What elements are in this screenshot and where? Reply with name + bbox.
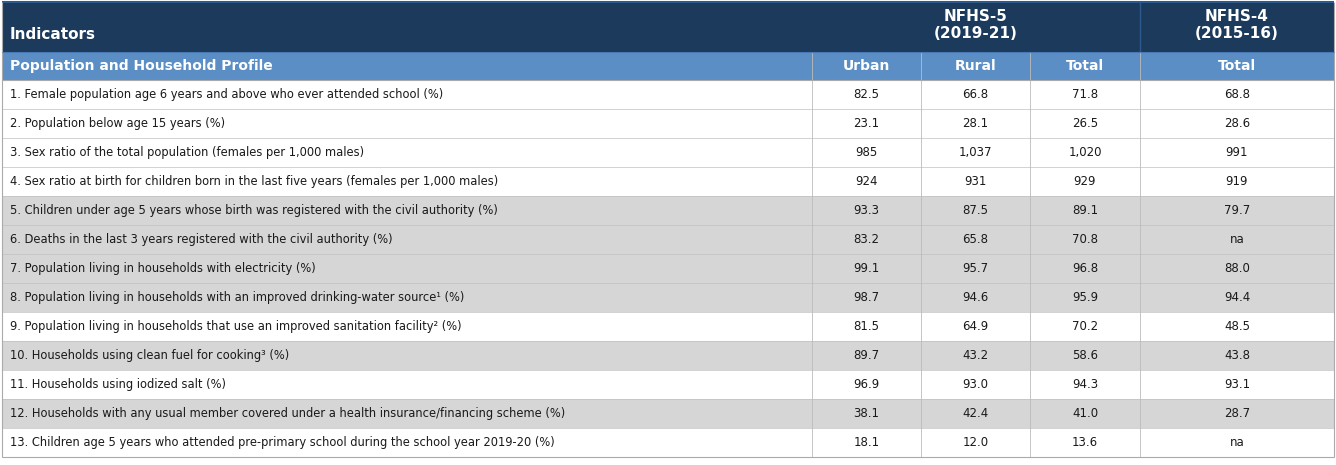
Text: 87.5: 87.5 (962, 204, 989, 217)
Text: 70.2: 70.2 (1071, 320, 1098, 333)
Text: Total: Total (1066, 59, 1104, 73)
Bar (1, 2, 1335, 52)
Text: 65.8: 65.8 (962, 233, 989, 246)
Text: 98.7: 98.7 (854, 291, 879, 304)
Text: 1,037: 1,037 (959, 146, 993, 159)
Text: 13. Children age 5 years who attended pre-primary school during the school year : 13. Children age 5 years who attended pr… (9, 436, 554, 449)
Text: 66.8: 66.8 (962, 88, 989, 101)
Text: 99.1: 99.1 (854, 262, 879, 275)
Text: 82.5: 82.5 (854, 88, 879, 101)
Text: 68.8: 68.8 (1224, 88, 1250, 101)
Text: Total: Total (1218, 59, 1256, 73)
Bar (1, 138, 1335, 167)
Bar (1, 283, 1335, 312)
Text: 919: 919 (1225, 175, 1248, 188)
Text: 79.7: 79.7 (1224, 204, 1250, 217)
Text: 38.1: 38.1 (854, 407, 879, 420)
Text: 23.1: 23.1 (854, 117, 879, 130)
Text: 4. Sex ratio at birth for children born in the last five years (females per 1,00: 4. Sex ratio at birth for children born … (9, 175, 498, 188)
Text: 94.4: 94.4 (1224, 291, 1250, 304)
Bar (1, 196, 1335, 225)
Bar (1, 399, 1335, 428)
Text: 26.5: 26.5 (1071, 117, 1098, 130)
Text: 93.3: 93.3 (854, 204, 879, 217)
Text: 12.0: 12.0 (962, 436, 989, 449)
Text: 28.7: 28.7 (1224, 407, 1250, 420)
Text: 991: 991 (1225, 146, 1248, 159)
Text: 924: 924 (855, 175, 878, 188)
Text: 42.4: 42.4 (962, 407, 989, 420)
Bar (1, 52, 1335, 80)
Text: 43.8: 43.8 (1224, 349, 1250, 362)
Text: 43.2: 43.2 (962, 349, 989, 362)
Text: 929: 929 (1074, 175, 1097, 188)
Text: 13.6: 13.6 (1071, 436, 1098, 449)
Text: 11. Households using iodized salt (%): 11. Households using iodized salt (%) (9, 378, 226, 391)
Text: 94.3: 94.3 (1071, 378, 1098, 391)
Text: 95.7: 95.7 (962, 262, 989, 275)
Bar (1, 312, 1335, 341)
Text: 10. Households using clean fuel for cooking³ (%): 10. Households using clean fuel for cook… (9, 349, 290, 362)
Text: 28.6: 28.6 (1224, 117, 1250, 130)
Bar (1, 341, 1335, 370)
Text: 96.8: 96.8 (1071, 262, 1098, 275)
Text: 41.0: 41.0 (1071, 407, 1098, 420)
Text: Urban: Urban (843, 59, 890, 73)
Text: 64.9: 64.9 (962, 320, 989, 333)
Text: 985: 985 (855, 146, 878, 159)
Text: 18.1: 18.1 (854, 436, 879, 449)
Text: 3. Sex ratio of the total population (females per 1,000 males): 3. Sex ratio of the total population (fe… (9, 146, 365, 159)
Bar (1, 225, 1335, 254)
Text: Indicators: Indicators (9, 27, 96, 42)
Text: 12. Households with any usual member covered under a health insurance/financing : 12. Households with any usual member cov… (9, 407, 565, 420)
Text: NFHS-5
(2019-21): NFHS-5 (2019-21) (934, 9, 1018, 41)
Text: 89.7: 89.7 (854, 349, 879, 362)
Text: 931: 931 (965, 175, 987, 188)
Text: 96.9: 96.9 (854, 378, 879, 391)
Text: 58.6: 58.6 (1071, 349, 1098, 362)
Text: 9. Population living in households that use an improved sanitation facility² (%): 9. Population living in households that … (9, 320, 462, 333)
Bar (1, 428, 1335, 457)
Text: 7. Population living in households with electricity (%): 7. Population living in households with … (9, 262, 315, 275)
Text: NFHS-4
(2015-16): NFHS-4 (2015-16) (1196, 9, 1279, 41)
Text: 88.0: 88.0 (1224, 262, 1250, 275)
Bar (1, 109, 1335, 138)
Text: 93.0: 93.0 (962, 378, 989, 391)
Bar (1, 80, 1335, 109)
Text: na: na (1229, 233, 1244, 246)
Text: Population and Household Profile: Population and Household Profile (9, 59, 273, 73)
Text: 6. Deaths in the last 3 years registered with the civil authority (%): 6. Deaths in the last 3 years registered… (9, 233, 393, 246)
Text: 1,020: 1,020 (1069, 146, 1102, 159)
Text: 48.5: 48.5 (1224, 320, 1250, 333)
Text: Rural: Rural (955, 59, 997, 73)
Text: 81.5: 81.5 (854, 320, 879, 333)
Bar (1, 167, 1335, 196)
Text: 2. Population below age 15 years (%): 2. Population below age 15 years (%) (9, 117, 226, 130)
Text: na: na (1229, 436, 1244, 449)
Text: 83.2: 83.2 (854, 233, 879, 246)
Text: 70.8: 70.8 (1071, 233, 1098, 246)
Text: 8. Population living in households with an improved drinking-water source¹ (%): 8. Population living in households with … (9, 291, 465, 304)
Text: 5. Children under age 5 years whose birth was registered with the civil authorit: 5. Children under age 5 years whose birt… (9, 204, 498, 217)
Text: 93.1: 93.1 (1224, 378, 1250, 391)
Text: 94.6: 94.6 (962, 291, 989, 304)
Text: 71.8: 71.8 (1071, 88, 1098, 101)
Text: 95.9: 95.9 (1071, 291, 1098, 304)
Bar (1, 370, 1335, 399)
Bar (1, 254, 1335, 283)
Text: 1. Female population age 6 years and above who ever attended school (%): 1. Female population age 6 years and abo… (9, 88, 444, 101)
Text: 89.1: 89.1 (1071, 204, 1098, 217)
Text: 28.1: 28.1 (962, 117, 989, 130)
